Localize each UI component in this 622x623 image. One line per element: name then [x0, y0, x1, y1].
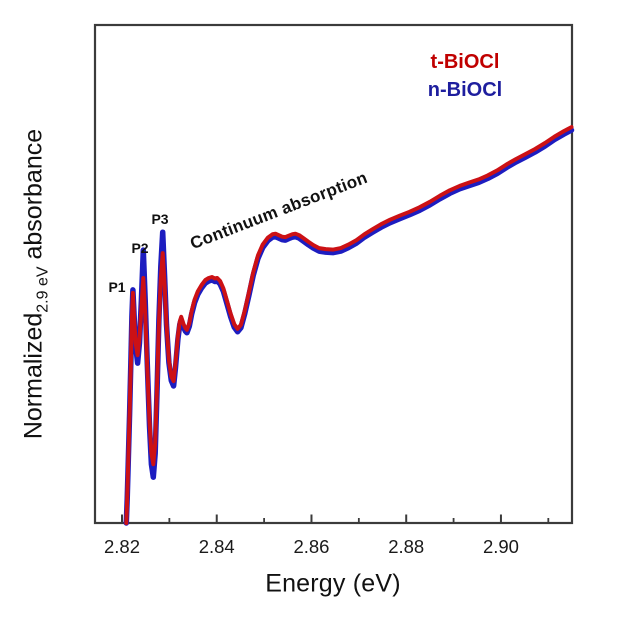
- legend: t-BiOCl n-BiOCl: [404, 48, 526, 104]
- y-axis-label-main: Normalized: [19, 312, 48, 440]
- y-axis-label-subscript: 2.9 eV: [34, 266, 52, 313]
- x-tick-label: 2.88: [388, 536, 424, 557]
- legend-item-n-biocl: n-BiOCl: [427, 79, 503, 101]
- x-tick-label: 2.82: [104, 536, 140, 557]
- x-tick-label: 2.86: [293, 536, 329, 557]
- peak-label-p1: P1: [108, 279, 126, 295]
- t-biocl-curve: [124, 125, 574, 525]
- x-tick-label: 2.90: [483, 536, 519, 557]
- peak-label-p2: P2: [131, 240, 149, 256]
- y-axis-label-rest: absorbance: [19, 128, 48, 267]
- plot-frame: [93, 23, 574, 525]
- y-axis-label: Normalized2.9 eV absorbance: [20, 129, 53, 439]
- x-axis-label: Energy (eV): [265, 569, 401, 598]
- peak-label-p3: P3: [151, 211, 169, 227]
- x-tick-label: 2.84: [199, 536, 235, 557]
- legend-item-t-biocl: t-BiOCl: [430, 51, 500, 73]
